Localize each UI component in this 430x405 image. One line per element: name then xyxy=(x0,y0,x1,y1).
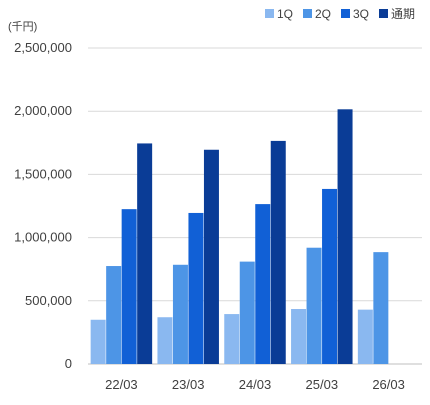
bar-23-03-1Q xyxy=(157,317,173,364)
bar-24-03-2Q xyxy=(239,261,255,364)
x-axis-ticks: 22/03 23/03 24/03 25/03 26/03 xyxy=(105,377,405,392)
bar-23-03-2Q xyxy=(172,264,188,364)
bar-24-03-1Q xyxy=(224,314,240,364)
x-tick-label: 22/03 xyxy=(105,377,138,392)
bars xyxy=(90,109,389,364)
bar-24-03-3Q xyxy=(255,204,271,364)
x-tick-label: 24/03 xyxy=(239,377,272,392)
x-tick-label: 26/03 xyxy=(372,377,405,392)
x-tick-label: 25/03 xyxy=(306,377,339,392)
bar-23-03-3Q xyxy=(188,212,204,364)
bar-23-03-通期 xyxy=(203,149,219,364)
bar-25-03-2Q xyxy=(306,247,322,364)
legend-label: 1Q xyxy=(277,7,293,21)
bar-22-03-2Q xyxy=(106,266,122,364)
legend: 1Q 2Q 3Q 通期 xyxy=(265,7,415,21)
bar-25-03-通期 xyxy=(337,109,353,364)
legend-swatch xyxy=(265,9,274,18)
y-tick-label: 2,500,000 xyxy=(14,40,72,55)
bar-25-03-1Q xyxy=(291,309,307,364)
y-tick-label: 0 xyxy=(65,356,72,371)
bar-26-03-1Q xyxy=(357,309,373,364)
legend-swatch xyxy=(379,9,388,18)
bar-22-03-3Q xyxy=(121,209,137,364)
unit-label: (千円) xyxy=(8,20,37,33)
y-tick-label: 1,500,000 xyxy=(14,166,72,181)
legend-label: 2Q xyxy=(315,7,331,21)
bar-26-03-2Q xyxy=(373,252,389,364)
y-tick-label: 500,000 xyxy=(25,293,72,308)
legend-label: 3Q xyxy=(353,7,369,21)
bar-25-03-3Q xyxy=(322,188,338,364)
bar-24-03-通期 xyxy=(270,140,286,364)
y-tick-label: 1,000,000 xyxy=(14,230,72,245)
y-axis-ticks: 0 500,000 1,000,000 1,500,000 2,000,000 2,500… xyxy=(14,40,72,371)
legend-swatch xyxy=(303,9,312,18)
legend-swatch xyxy=(341,9,350,18)
y-tick-label: 2,000,000 xyxy=(14,103,72,118)
legend-label: 通期 xyxy=(391,7,415,21)
bar-22-03-1Q xyxy=(90,319,106,364)
bar-22-03-通期 xyxy=(137,143,153,364)
x-tick-label: 23/03 xyxy=(172,377,205,392)
